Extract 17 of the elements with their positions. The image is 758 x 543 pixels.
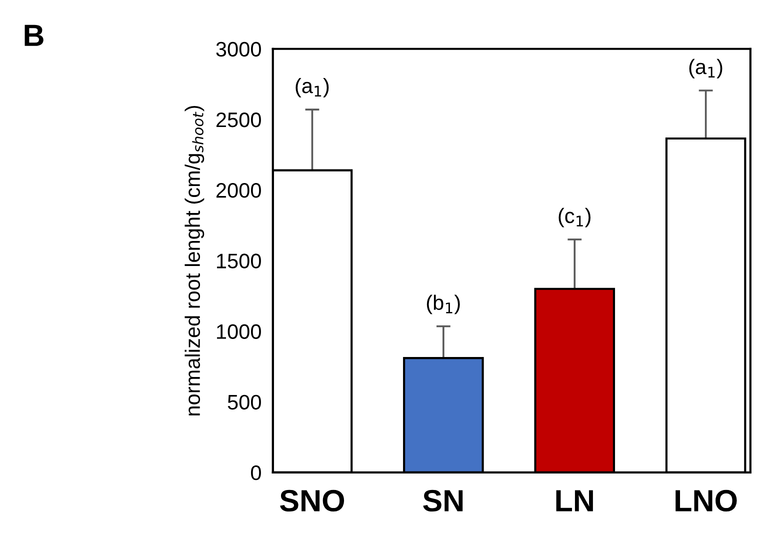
y-tick-label: 2500 — [216, 112, 261, 128]
y-tick-label: 2000 — [216, 183, 261, 198]
y-tick-label: 1000 — [217, 324, 261, 339]
y-tick-label: 3000 — [216, 42, 261, 57]
annotation: (c$_{1}$) — [558, 208, 590, 228]
x-tick-label: LNO — [676, 490, 737, 512]
x-tick-label: LN — [556, 490, 593, 512]
annotation: (a$_{1}$) — [689, 58, 722, 78]
annotation: (a$_{1}$) — [296, 78, 329, 98]
x-tick-label: SNO — [280, 490, 344, 512]
y-tick-label: 1500 — [217, 254, 261, 268]
y-axis-title: normalized root lenght (cm/g$_{shoot}$) — [184, 106, 204, 416]
y-tick-label: 500 — [228, 394, 261, 410]
text: B — [24, 24, 44, 46]
annotation: (b$_{1}$) — [426, 294, 460, 314]
x-tick-label: SN — [423, 490, 463, 512]
y-tick-label: 0 — [250, 465, 261, 480]
